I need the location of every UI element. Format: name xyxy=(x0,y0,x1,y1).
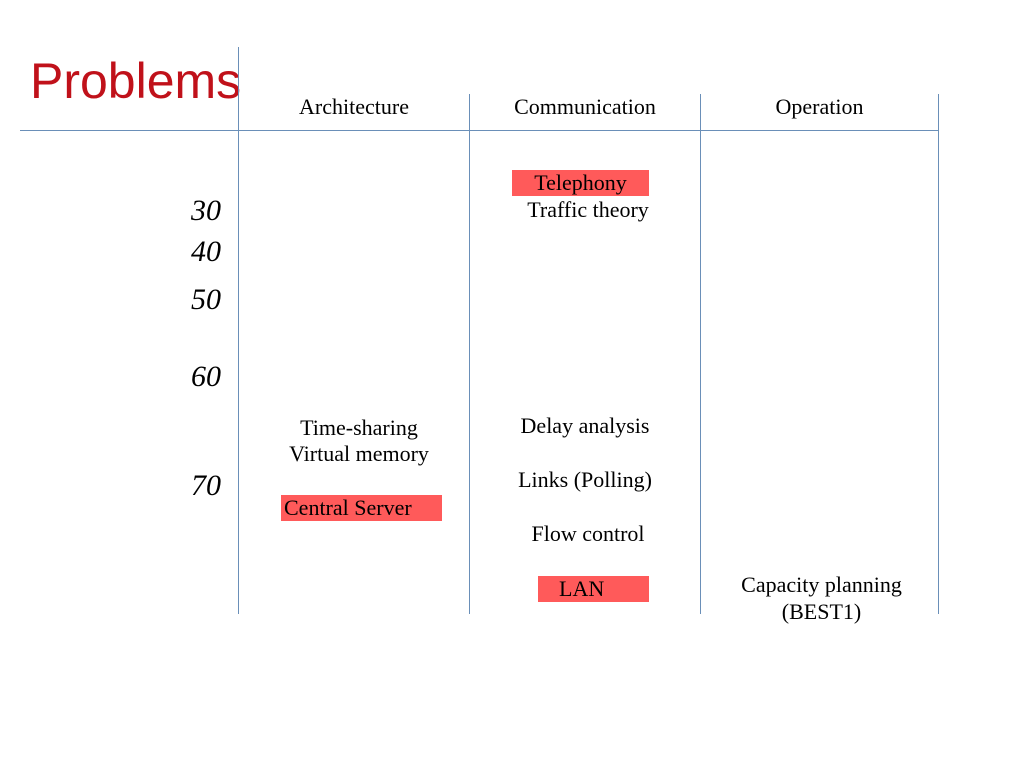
entry-best1: (BEST1) xyxy=(781,599,862,624)
column-header-communication: Communication xyxy=(514,94,656,119)
header-divider xyxy=(20,130,939,131)
entry-central-server-label: Central Server xyxy=(284,495,412,520)
entry-capacity-planning: Capacity planning xyxy=(741,572,902,597)
entry-time-sharing: Time-sharing xyxy=(300,415,418,440)
entry-flow-control: Flow control xyxy=(531,521,645,546)
column-divider-2 xyxy=(469,94,470,614)
column-header-architecture: Architecture xyxy=(299,94,409,119)
year-label-70: 70 xyxy=(191,469,221,502)
slide-title: Problems xyxy=(30,53,242,109)
entry-virtual-memory: Virtual memory xyxy=(289,441,429,466)
year-label-40: 40 xyxy=(191,235,221,268)
column-divider-1 xyxy=(238,47,239,614)
entry-telephony: Telephony xyxy=(512,170,649,196)
entry-delay-analysis: Delay analysis xyxy=(520,413,650,438)
entry-lan-label: LAN xyxy=(559,576,605,601)
column-divider-3 xyxy=(700,94,701,614)
column-header-operation: Operation xyxy=(775,94,864,119)
column-divider-4 xyxy=(938,94,939,614)
entry-lan: LAN xyxy=(538,576,649,602)
year-label-50: 50 xyxy=(191,283,221,316)
entry-traffic-theory: Traffic theory xyxy=(527,197,649,222)
year-label-30: 30 xyxy=(191,194,221,227)
entry-links-polling: Links (Polling) xyxy=(518,467,652,492)
entry-central-server: Central Server xyxy=(281,495,442,521)
year-label-60: 60 xyxy=(191,360,221,393)
